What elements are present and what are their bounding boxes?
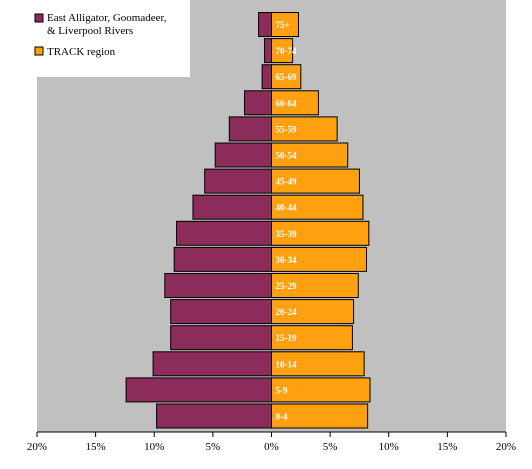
bar-left-5-9 (125, 377, 272, 403)
x-tick-label: 10% (379, 441, 399, 453)
legend-swatch-east-alligator (34, 13, 44, 23)
x-tick-label: 15% (437, 441, 457, 453)
bar-left-20-24 (170, 299, 272, 325)
age-group-label-15-19: 15-19 (276, 333, 297, 343)
bar-left-35-39 (176, 220, 272, 246)
age-group-label-25-29: 25-29 (276, 281, 297, 291)
age-group-label-40-44: 40-44 (276, 203, 297, 213)
age-group-label-10-14: 10-14 (276, 359, 297, 369)
right-series-bars (271, 12, 371, 429)
bar-left-65-69 (261, 64, 272, 90)
x-tick-label: 20% (27, 441, 47, 453)
bar-left-10-14 (152, 351, 272, 377)
bar-left-40-44 (192, 194, 273, 220)
bar-right-30-34 (271, 246, 367, 272)
x-tick-label: 5% (323, 441, 338, 453)
bar-left-50-54 (214, 142, 272, 168)
bar-left-55-59 (228, 116, 272, 142)
bar-left-60-64 (244, 90, 273, 116)
legend-label-track-region: TRACK region (47, 46, 116, 58)
x-tick-label: 15% (86, 441, 106, 453)
bar-left-30-34 (173, 246, 272, 272)
bar-left-45-49 (204, 168, 272, 194)
age-group-label-30-34: 30-34 (276, 255, 297, 265)
legend-label-east-alligator: East Alligator, Goomadeer, & Liverpool R… (47, 12, 169, 37)
x-tick-label: 5% (206, 441, 221, 453)
bar-right-45-49 (271, 168, 360, 194)
age-group-label-70-74: 70-74 (276, 46, 297, 56)
age-group-label-60-64: 60-64 (276, 98, 297, 108)
age-group-label-45-49: 45-49 (276, 177, 297, 187)
x-axis-ticks: 20% 15% 10% 5% 0% 5% 10% 15% 20% (27, 432, 516, 453)
left-series-bars (125, 12, 273, 429)
bar-right-65-69 (271, 64, 302, 90)
age-group-label-5-9: 5-9 (276, 385, 288, 395)
age-group-label-35-39: 35-39 (276, 229, 297, 239)
bar-right-75+ (271, 12, 299, 37)
bar-right-5-9 (271, 377, 371, 403)
age-group-label-20-24: 20-24 (276, 307, 297, 317)
bar-right-20-24 (271, 299, 355, 325)
bar-right-55-59 (271, 116, 338, 142)
bar-right-15-19 (271, 325, 353, 351)
bar-left-25-29 (164, 273, 273, 298)
legend-swatch-track-region (34, 46, 44, 56)
bar-left-70-74 (263, 38, 272, 64)
bar-right-60-64 (271, 90, 319, 116)
x-tick-label: 10% (144, 441, 164, 453)
age-group-label-0-4: 0-4 (276, 412, 288, 422)
bar-right-70-74 (271, 38, 294, 64)
age-group-label-75+: 75+ (276, 20, 290, 30)
bar-left-15-19 (170, 325, 272, 351)
age-group-label-50-54: 50-54 (276, 151, 297, 161)
legend: East Alligator, Goomadeer, & Liverpool R… (29, 0, 190, 77)
bar-right-25-29 (271, 273, 359, 298)
age-group-labels: 0-4 5-9 10-14 15-19 20-24 25-29 30-34 35-39 40-4… (276, 20, 297, 422)
bar-left-0-4 (156, 403, 272, 429)
age-group-label-55-59: 55-59 (276, 124, 297, 134)
bar-right-40-44 (271, 194, 364, 220)
x-tick-label: 20% (496, 441, 516, 453)
bar-right-10-14 (271, 351, 365, 377)
legend-box (29, 0, 190, 77)
x-tick-label: 0% (264, 441, 279, 453)
bar-left-75+ (258, 12, 273, 37)
bar-right-35-39 (271, 220, 370, 246)
bar-right-0-4 (271, 403, 369, 429)
age-group-label-65-69: 65-69 (276, 72, 297, 82)
bar-right-50-54 (271, 142, 349, 168)
